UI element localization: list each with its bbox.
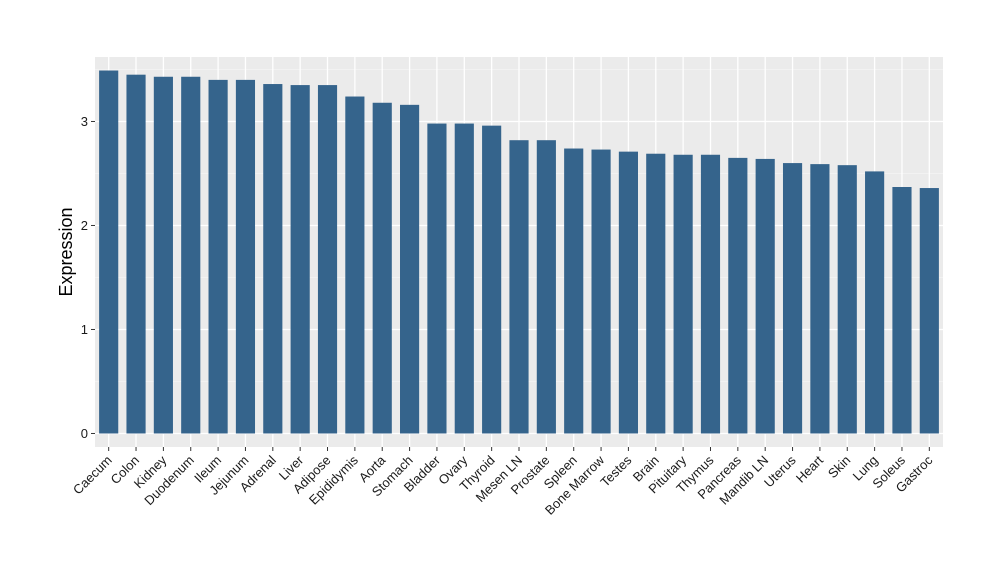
bar	[509, 140, 529, 434]
bar	[673, 154, 693, 434]
bar	[536, 140, 556, 434]
y-tick-label: 3	[81, 114, 88, 129]
bar	[317, 85, 338, 434]
bar	[372, 102, 392, 434]
bar	[837, 165, 857, 434]
y-tick-label: 1	[81, 322, 88, 337]
bar	[400, 104, 420, 434]
x-tick-label: Skin	[825, 453, 853, 481]
bar	[564, 148, 584, 434]
bar	[892, 187, 912, 434]
bar	[345, 96, 365, 434]
bar	[126, 74, 146, 434]
x-tick-label: Uterus	[761, 452, 799, 490]
y-tick-label: 2	[81, 218, 88, 233]
bar	[700, 154, 721, 434]
bar	[208, 79, 228, 434]
bar	[427, 123, 447, 434]
bar	[290, 85, 310, 434]
bar	[454, 123, 474, 434]
bar	[646, 153, 666, 434]
bar	[235, 79, 256, 434]
bar	[618, 151, 638, 434]
bar	[728, 157, 748, 434]
bar	[782, 163, 803, 434]
y-axis-title: Expression	[56, 207, 76, 296]
bar	[99, 70, 119, 434]
bar	[810, 164, 830, 434]
x-tick-label: Testes	[597, 452, 635, 490]
x-tick-label: Heart	[793, 452, 826, 485]
bars	[99, 70, 939, 434]
bar	[181, 76, 201, 434]
y-tick-label: 0	[81, 426, 88, 441]
bar	[591, 149, 611, 434]
bar	[865, 171, 885, 434]
bar	[153, 76, 173, 434]
bar	[755, 158, 775, 434]
bar	[919, 188, 939, 434]
bar	[482, 125, 502, 434]
bar	[263, 84, 283, 434]
